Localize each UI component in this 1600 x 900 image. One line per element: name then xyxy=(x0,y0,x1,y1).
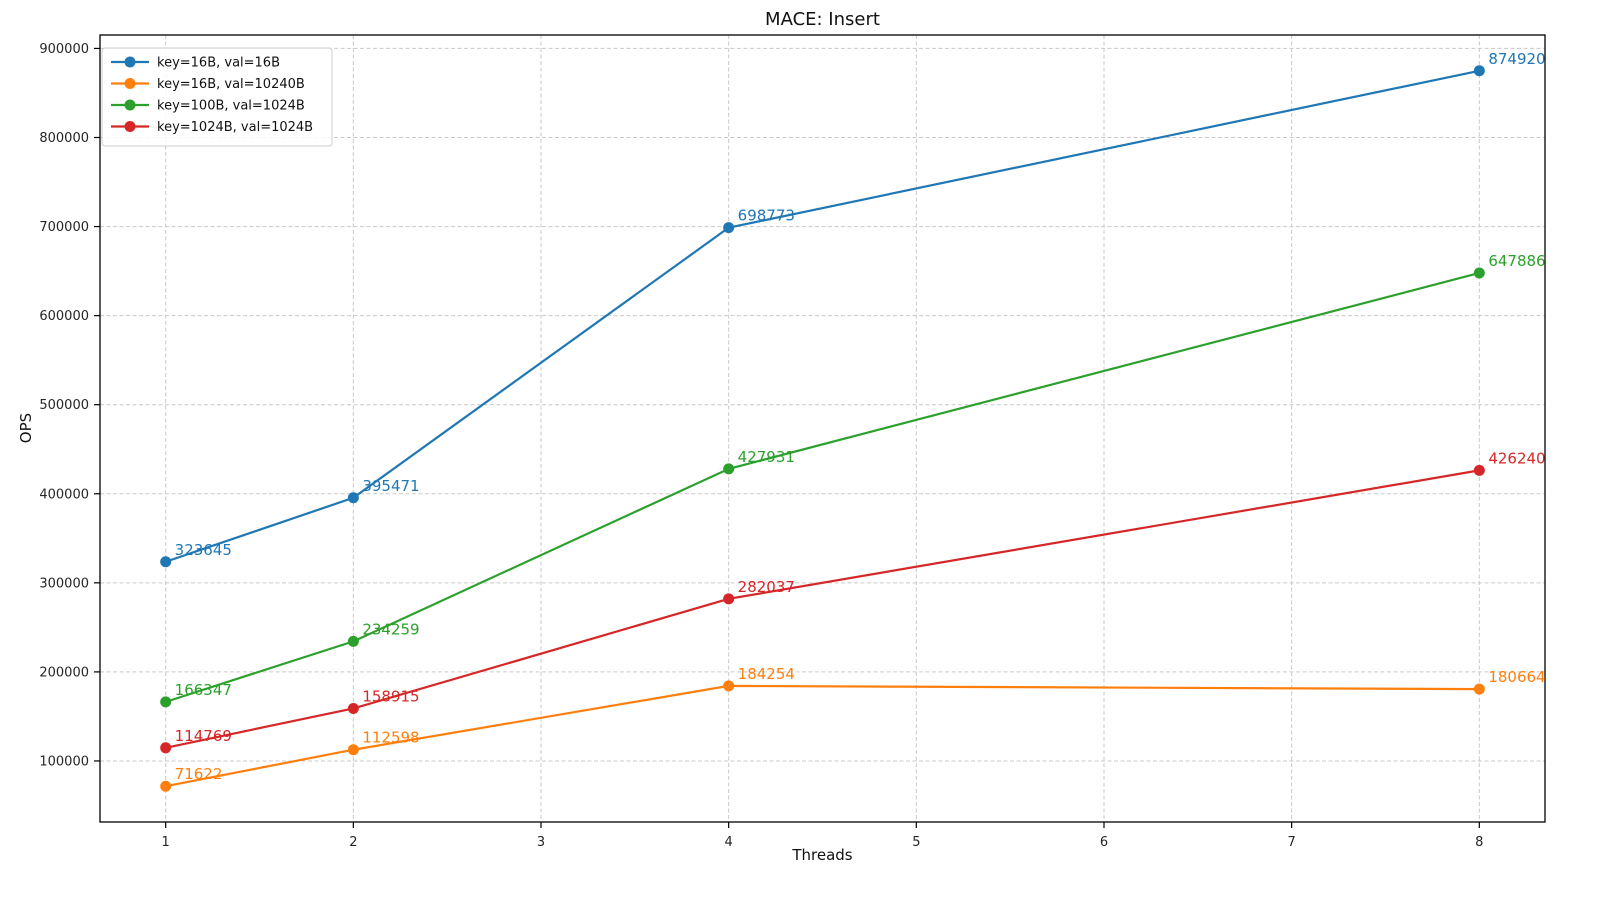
data-point-label: 323645 xyxy=(175,541,232,559)
x-tick-label: 8 xyxy=(1475,835,1483,850)
x-tick-label: 6 xyxy=(1100,835,1108,850)
data-point-marker xyxy=(160,780,172,792)
series-key-100b-val-1024b: 166347 234259 427931 647886 xyxy=(160,252,1546,708)
chart-title: MACE: Insert xyxy=(765,9,880,30)
y-tick-label: 700000 xyxy=(39,220,89,235)
data-point-marker xyxy=(160,696,172,708)
data-point-marker xyxy=(723,463,735,475)
data-point-label: 180664 xyxy=(1488,668,1545,686)
data-point-marker xyxy=(160,742,172,754)
legend-label: key=16B, val=10240B xyxy=(157,77,305,92)
x-tick-label: 3 xyxy=(537,835,545,850)
x-tick-label: 5 xyxy=(912,835,920,850)
data-point-label: 71622 xyxy=(175,765,223,783)
y-axis-label: OPS xyxy=(17,412,35,444)
data-point-marker xyxy=(1473,683,1485,695)
data-point-label: 698773 xyxy=(738,207,795,225)
legend-box xyxy=(101,47,333,147)
x-tick-label: 7 xyxy=(1288,835,1296,850)
data-point-marker xyxy=(160,556,172,568)
legend-marker xyxy=(124,121,136,132)
legend-label: key=1024B, val=1024B xyxy=(157,120,313,135)
data-point-marker xyxy=(1473,464,1485,476)
plot-border xyxy=(99,34,1546,823)
legend-marker xyxy=(124,56,136,68)
legend-marker xyxy=(124,78,136,89)
data-point-label: 158915 xyxy=(362,687,419,705)
legend-marker xyxy=(124,99,136,111)
data-point-marker xyxy=(347,635,359,647)
y-tick-label: 800000 xyxy=(39,131,89,146)
data-point-marker xyxy=(347,702,359,714)
data-point-marker xyxy=(347,492,359,504)
y-tick-label: 400000 xyxy=(39,487,89,502)
data-point-label: 112598 xyxy=(362,729,419,747)
data-point-marker xyxy=(723,680,735,692)
legend-label: key=100B, val=1024B xyxy=(157,99,305,114)
series-key-1024b-val-1024b: 114769 158915 282037 426240 xyxy=(160,449,1546,754)
data-point-marker xyxy=(1473,267,1485,279)
data-point-label: 427931 xyxy=(738,448,795,466)
series-line xyxy=(165,271,1480,703)
y-tick-label: 600000 xyxy=(39,309,89,324)
y-tick-label: 100000 xyxy=(39,754,89,769)
y-tick-label: 900000 xyxy=(39,42,89,57)
data-point-label: 282037 xyxy=(738,578,795,596)
y-tick-label: 200000 xyxy=(39,665,89,680)
data-point-label: 184254 xyxy=(738,665,795,683)
x-tick-label: 1 xyxy=(162,835,170,850)
data-point-label: 426240 xyxy=(1488,449,1545,467)
data-point-marker xyxy=(1473,65,1485,77)
series-key-16b-val-16b: 323645 395471 698773 874920 xyxy=(160,50,1546,568)
data-point-label: 166347 xyxy=(175,681,232,699)
legend-label: key=16B, val=16B xyxy=(157,56,280,71)
data-point-label: 647886 xyxy=(1488,252,1545,270)
data-point-marker xyxy=(347,744,359,756)
data-point-label: 395471 xyxy=(362,477,419,495)
data-point-marker xyxy=(723,593,735,605)
data-point-marker xyxy=(723,222,735,234)
x-axis-label: Threads xyxy=(792,846,853,864)
x-tick-label: 4 xyxy=(725,835,733,850)
series-line xyxy=(165,469,1480,749)
legend: key=16B, val=16B key=16B, val=10240B key=1… xyxy=(101,47,333,147)
y-tick-label: 500000 xyxy=(39,398,89,413)
x-tick-label: 2 xyxy=(349,835,357,850)
series-key-16b-val-10240b: 71622 112598 184254 180664 xyxy=(160,665,1546,792)
data-point-label: 234259 xyxy=(362,620,419,638)
grid xyxy=(100,35,1545,822)
series-line xyxy=(165,69,1480,563)
data-point-label: 114769 xyxy=(175,727,232,745)
series-line xyxy=(165,684,1480,788)
data-point-label: 874920 xyxy=(1488,50,1545,68)
axes-ticks: 1 2 3 4 5 6 7 8 100000 200000 300000 400000 500000 60… xyxy=(39,42,1483,850)
y-tick-label: 300000 xyxy=(39,576,89,591)
